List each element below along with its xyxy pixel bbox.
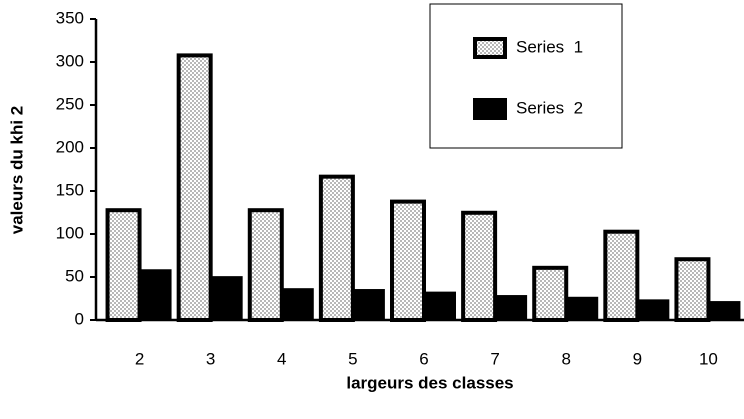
bar: [176, 53, 213, 323]
bar: [461, 210, 498, 322]
x-tick-label: 2: [135, 349, 144, 368]
legend-label: Series 2: [516, 98, 583, 117]
bar: [209, 276, 243, 320]
x-tick-label: 10: [699, 349, 718, 368]
bar: [565, 296, 599, 320]
bar: [494, 295, 528, 320]
bar: [707, 301, 741, 320]
y-tick-label: 50: [65, 266, 84, 285]
bar: [280, 288, 314, 320]
y-tick-label: 250: [56, 94, 84, 113]
y-tick-label: 100: [56, 223, 84, 242]
bar: [318, 174, 355, 322]
legend-swatch: [473, 98, 507, 120]
bar: [674, 257, 711, 322]
y-tick-label: 350: [56, 8, 84, 27]
x-tick-label: 3: [206, 349, 215, 368]
y-tick-label: 200: [56, 137, 84, 156]
legend-swatch: [473, 37, 507, 59]
x-tick-label: 8: [561, 349, 570, 368]
bar: [351, 289, 385, 320]
legend-box: [429, 3, 623, 149]
bar: [603, 229, 640, 322]
bar: [390, 199, 426, 323]
y-tick-label: 150: [56, 180, 84, 199]
x-tick-label: 7: [490, 349, 499, 368]
bar: [138, 269, 172, 320]
y-tick-label: 0: [75, 309, 84, 328]
bar: [105, 208, 142, 322]
y-tick-label: 300: [56, 51, 84, 70]
x-tick-label: 5: [348, 349, 357, 368]
x-tick-label: 6: [419, 349, 428, 368]
bar: [532, 265, 569, 323]
y-axis-label: valeurs du khi 2: [7, 106, 26, 235]
x-axis-label: largeurs des classes: [346, 373, 513, 392]
bar: [636, 299, 670, 320]
x-tick-label: 4: [277, 349, 286, 368]
bar: [247, 208, 284, 322]
legend-label: Series 1: [516, 37, 583, 56]
x-tick-label: 9: [633, 349, 642, 368]
bar: [423, 291, 456, 320]
